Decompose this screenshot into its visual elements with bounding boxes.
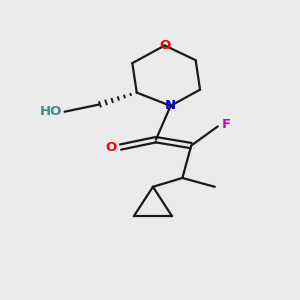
- Text: N: N: [165, 99, 176, 112]
- Text: O: O: [159, 39, 170, 52]
- Text: HO: HO: [39, 105, 62, 118]
- Text: O: O: [105, 141, 116, 154]
- Text: F: F: [222, 118, 231, 131]
